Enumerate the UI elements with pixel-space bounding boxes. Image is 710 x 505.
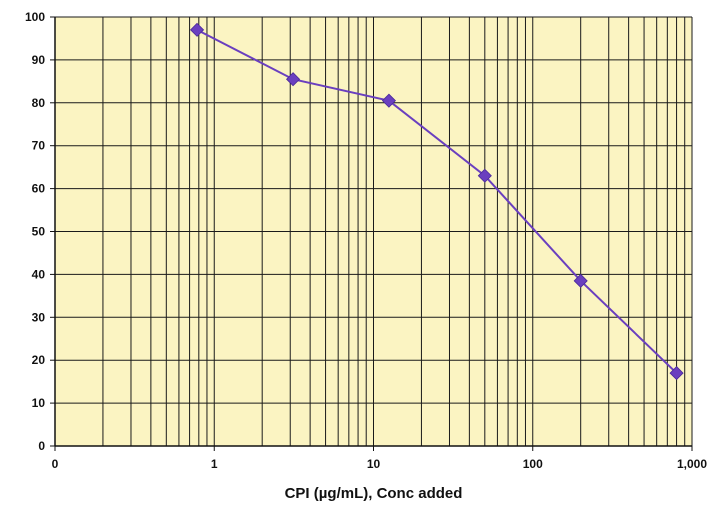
data-point-marker bbox=[190, 22, 205, 37]
x-tick-label: 0 bbox=[52, 457, 59, 471]
tick-labels: 0 10 20 30 40 50 60 70 80 90 100 0 1 10 100 1,000 bbox=[25, 10, 707, 471]
axes bbox=[50, 16, 693, 451]
x-tick-label: 10 bbox=[367, 457, 381, 471]
data-series bbox=[190, 22, 684, 381]
y-tick-label: 50 bbox=[32, 225, 46, 239]
y-tick-label: 30 bbox=[32, 310, 46, 324]
y-tick-label: 40 bbox=[32, 267, 46, 281]
x-axis-title: CPI (µg/mL), Conc added bbox=[285, 485, 463, 502]
x-tick-label: 1 bbox=[211, 457, 218, 471]
y-tick-label: 10 bbox=[32, 396, 46, 410]
series-line bbox=[196, 28, 678, 374]
data-point-marker bbox=[669, 366, 684, 381]
y-tick-label: 90 bbox=[32, 53, 46, 67]
data-point-marker bbox=[285, 72, 301, 87]
data-point-marker bbox=[573, 273, 588, 288]
y-tick-label: 20 bbox=[32, 353, 46, 367]
data-point-marker bbox=[381, 93, 396, 108]
y-tick-label: 70 bbox=[32, 139, 46, 153]
x-tick-label: 100 bbox=[523, 457, 543, 471]
y-tick-label: 80 bbox=[32, 96, 46, 110]
y-tick-label: 100 bbox=[25, 10, 45, 24]
y-tick-label: 0 bbox=[38, 439, 45, 453]
y-tick-label: 60 bbox=[32, 182, 46, 196]
data-point-marker bbox=[477, 168, 492, 183]
x-tick-label: 1,000 bbox=[677, 457, 707, 471]
grid-lines bbox=[54, 16, 693, 447]
